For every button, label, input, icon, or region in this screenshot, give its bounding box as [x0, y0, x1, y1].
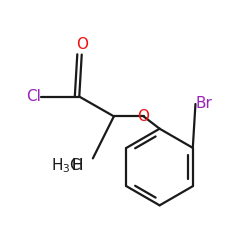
Text: O: O — [76, 37, 88, 52]
Text: H: H — [72, 158, 83, 173]
Text: O: O — [138, 109, 149, 124]
Text: Br: Br — [196, 96, 212, 112]
Text: H: H — [72, 158, 83, 173]
Text: $\mathregular{H_3C}$: $\mathregular{H_3C}$ — [51, 156, 82, 175]
Text: Cl: Cl — [26, 89, 41, 104]
